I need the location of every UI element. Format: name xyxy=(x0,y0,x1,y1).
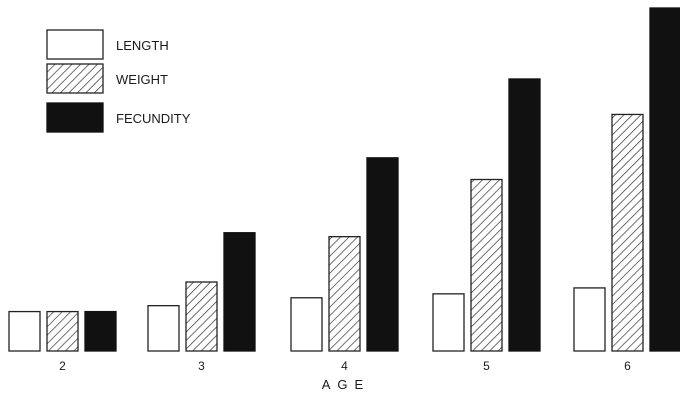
x-tick-label: 6 xyxy=(624,359,631,373)
bar-length-age-2 xyxy=(8,310,41,352)
legend-item-weight: WEIGHT xyxy=(46,63,168,94)
legend-label-length: LENGTH xyxy=(116,38,169,53)
bar-weight-age-3 xyxy=(185,281,218,352)
bar-fecundity-age-2 xyxy=(84,310,117,352)
bar-fecundity-age-5 xyxy=(508,78,541,352)
legend-label-weight: WEIGHT xyxy=(116,72,168,87)
bar-length-age-5 xyxy=(432,293,465,352)
legend: LENGTH WEIGHT FECUNDITY xyxy=(46,29,191,133)
bars-group xyxy=(8,7,680,352)
bar-fecundity-age-6 xyxy=(649,7,680,352)
bar-fecundity-age-3 xyxy=(223,232,256,352)
bar-length-age-4 xyxy=(290,297,323,352)
x-tick-label: 3 xyxy=(198,359,205,373)
bar-length-age-3 xyxy=(147,305,180,352)
legend-label-fecundity: FECUNDITY xyxy=(116,111,191,126)
x-axis-title: AGE xyxy=(322,377,370,392)
bar-weight-age-4 xyxy=(328,236,361,352)
bar-weight-age-6 xyxy=(611,113,644,352)
bar-length-age-6 xyxy=(573,287,606,352)
legend-item-fecundity: FECUNDITY xyxy=(46,102,191,133)
x-tick-label: 4 xyxy=(341,359,348,373)
legend-item-length: LENGTH xyxy=(46,29,169,60)
x-tick-label: 2 xyxy=(59,359,66,373)
bar-weight-age-5 xyxy=(470,178,503,352)
legend-swatch-weight xyxy=(46,63,104,94)
bar-fecundity-age-4 xyxy=(366,157,399,352)
legend-swatch-fecundity xyxy=(46,102,104,133)
legend-swatch-length xyxy=(46,29,104,60)
bar-weight-age-2 xyxy=(46,310,79,352)
x-tick-label: 5 xyxy=(483,359,490,373)
x-tick-labels: 2 3 4 5 6 xyxy=(59,359,631,373)
